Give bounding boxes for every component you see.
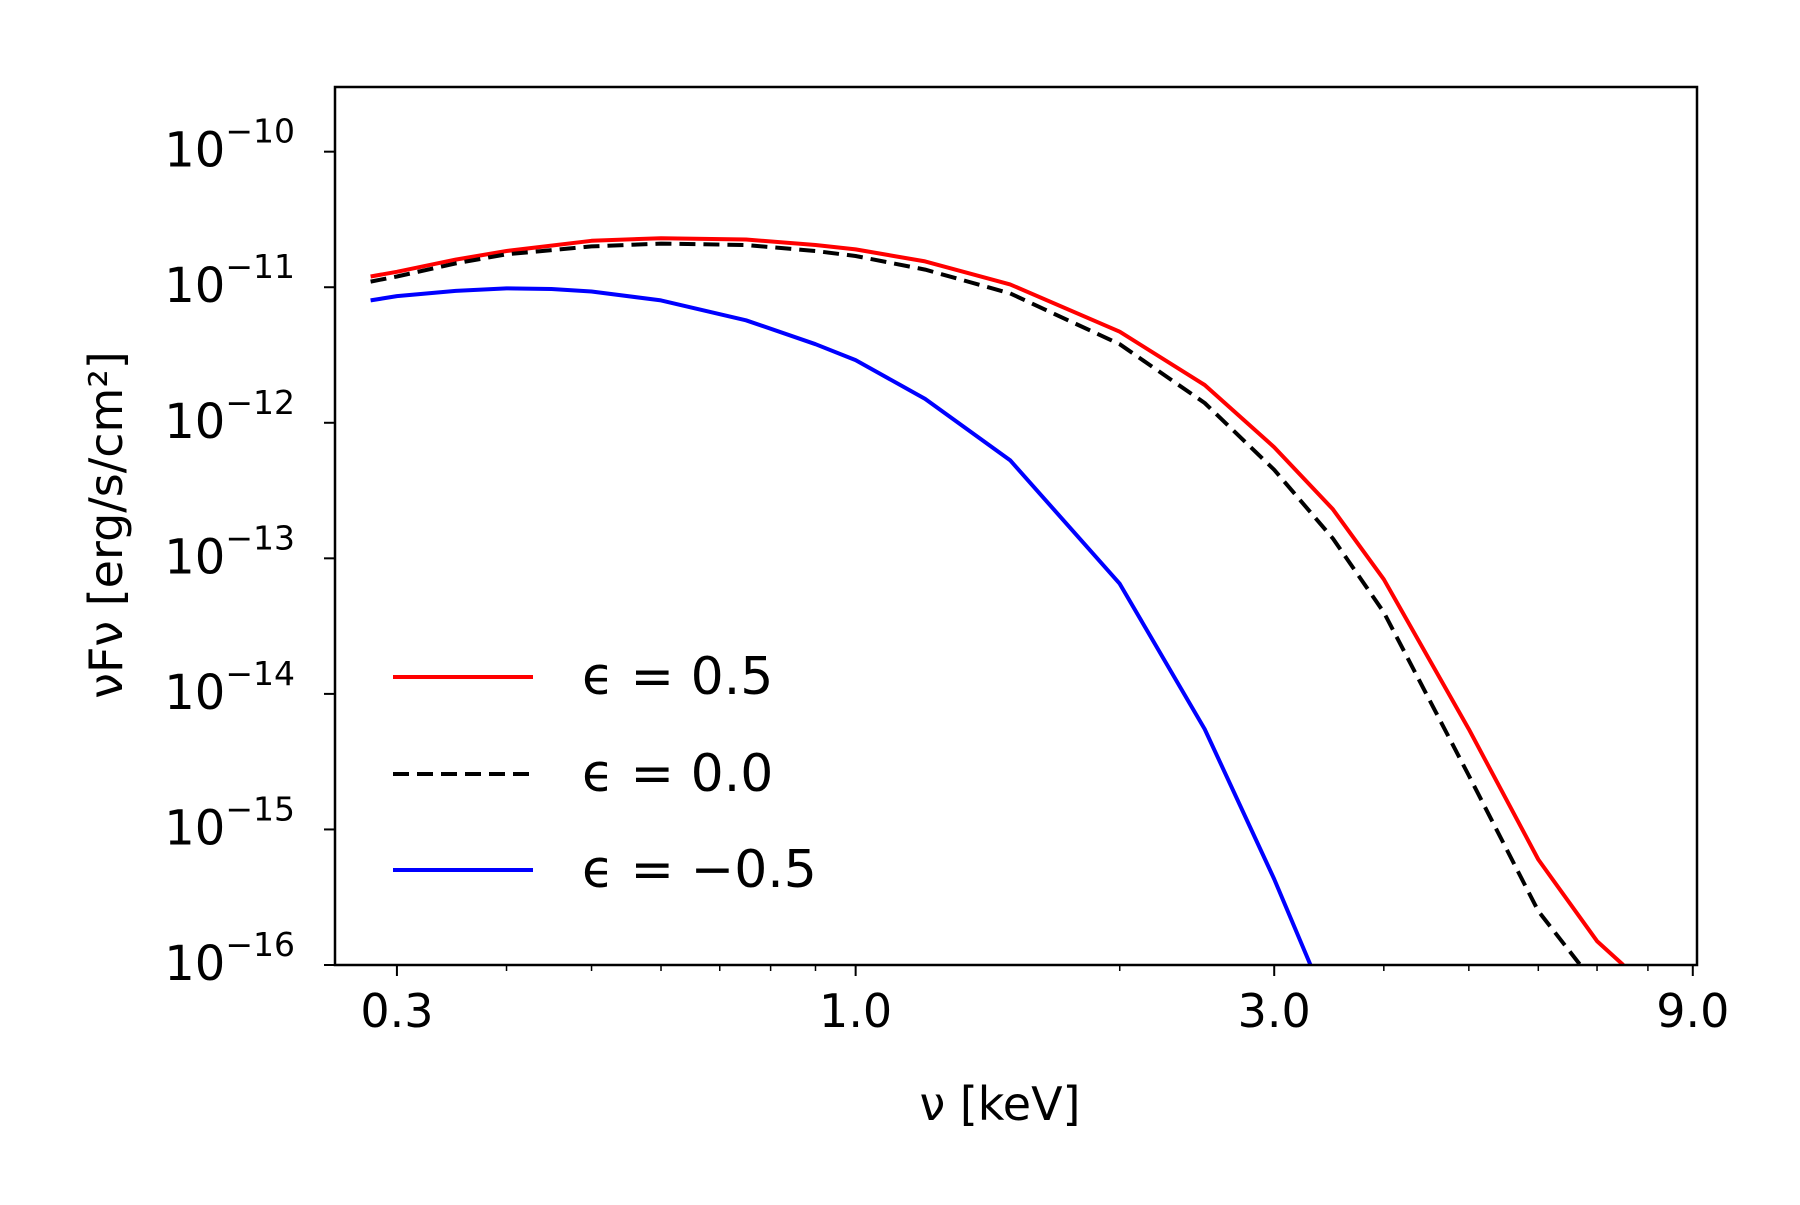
y-tick-base: 10 <box>164 936 225 992</box>
series-layer <box>370 236 1625 965</box>
y-tick-base: 10 <box>164 123 225 179</box>
series-line-0 <box>370 236 1625 965</box>
y-axis-label: νFν [erg/s/cm²] <box>79 351 133 698</box>
x-tick-label: 1.0 <box>819 984 892 1038</box>
y-tick-label: 10−10 <box>164 112 295 179</box>
x-tick-label: 3.0 <box>1238 984 1311 1038</box>
x-axis-label: ν [keV] <box>920 1077 1081 1131</box>
y-tick-label: 10−15 <box>164 789 295 856</box>
y-tick-label: 10−11 <box>164 247 295 314</box>
y-tick-label: 10−16 <box>164 925 295 992</box>
legend-label-2: ϵ = −0.5 <box>582 840 817 900</box>
y-tick-exponent: −16 <box>225 925 295 964</box>
y-tick-exponent: −14 <box>225 654 295 693</box>
x-axis: 0.3 1.0 3.0 9.0 <box>360 965 1729 1038</box>
series-line-1 <box>370 241 1582 965</box>
series-line-2 <box>370 286 1313 965</box>
y-tick-exponent: −15 <box>225 789 295 828</box>
y-tick-base: 10 <box>164 800 225 856</box>
x-tick-label: 0.3 <box>360 984 433 1038</box>
y-tick-exponent: −11 <box>225 247 295 286</box>
y-tick-base: 10 <box>164 394 225 450</box>
y-tick-base: 10 <box>164 529 225 585</box>
plot-frame <box>333 85 1699 967</box>
y-tick-exponent: −12 <box>225 383 295 422</box>
x-tick-label: 9.0 <box>1656 984 1729 1038</box>
y-tick-label: 10−13 <box>164 518 295 585</box>
y-tick-base: 10 <box>164 665 225 721</box>
y-tick-exponent: −10 <box>225 112 295 151</box>
y-tick-label: 10−12 <box>164 383 295 450</box>
legend: ϵ = 0.5 ϵ = 0.0 ϵ = −0.5 <box>393 647 817 900</box>
legend-label-0: ϵ = 0.5 <box>582 647 773 707</box>
y-tick-base: 10 <box>164 258 225 314</box>
y-tick-label: 10−14 <box>164 654 295 721</box>
y-tick-exponent: −13 <box>225 518 295 557</box>
legend-label-1: ϵ = 0.0 <box>582 744 773 804</box>
